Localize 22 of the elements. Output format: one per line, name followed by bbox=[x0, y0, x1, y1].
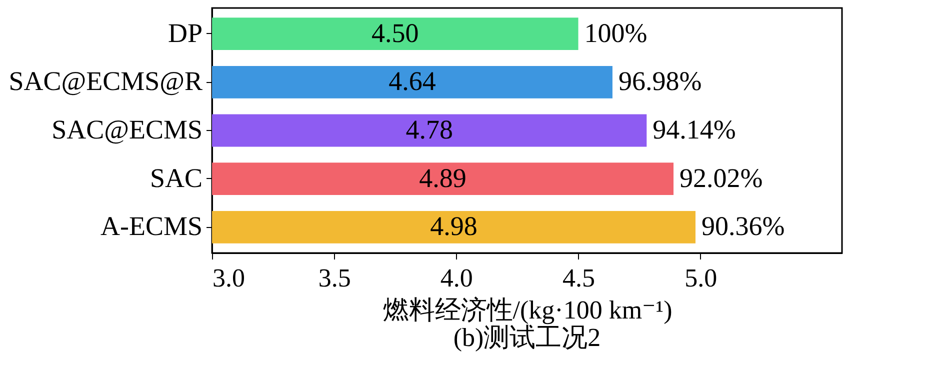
annotation: 92.02% bbox=[680, 162, 763, 193]
y-tick-label: SAC bbox=[150, 162, 202, 193]
x-tick-label: 4.0 bbox=[440, 264, 473, 292]
annotation: 94.14% bbox=[652, 114, 736, 144]
x-tick-label: 4.5 bbox=[562, 264, 596, 292]
y-tick-label: A-ECMS bbox=[100, 211, 202, 242]
x-tick-label: 5.0 bbox=[684, 264, 718, 292]
x-tick-label: 3.0 bbox=[212, 264, 245, 292]
x-axis-title: 燃料经济性/(kg·100 km⁻¹) bbox=[382, 296, 672, 324]
data-label: 4.78 bbox=[406, 114, 453, 144]
text: (b)测试工况2 bbox=[453, 323, 601, 352]
x-tick-label: 3.5 bbox=[318, 264, 351, 292]
data-label: 4.98 bbox=[430, 211, 478, 242]
annotation: 100% bbox=[584, 18, 648, 48]
y-tick-label: SAC@ECMS@R bbox=[8, 66, 202, 96]
y-tick-label: DP bbox=[168, 18, 202, 48]
annotation: 96.98% bbox=[618, 66, 702, 96]
data-label: 4.64 bbox=[388, 66, 436, 96]
data-label: 4.89 bbox=[419, 162, 466, 193]
data-label: 4.50 bbox=[372, 18, 419, 48]
annotation: 90.36% bbox=[701, 211, 785, 242]
y-tick-label: SAC@ECMS bbox=[52, 114, 202, 144]
